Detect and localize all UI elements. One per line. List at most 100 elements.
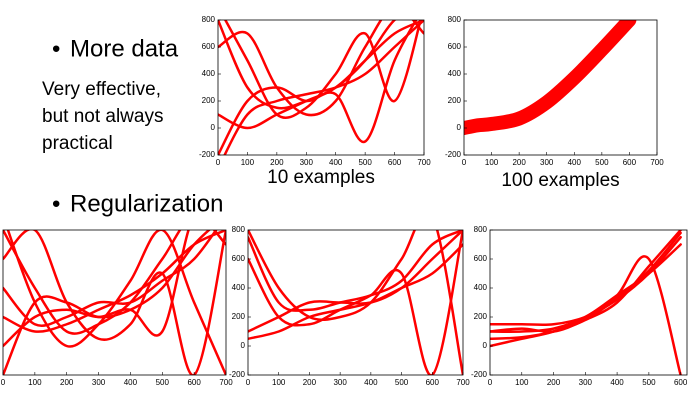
note-line: practical (42, 133, 113, 154)
plot-lines (490, 230, 682, 375)
y-tick-label: -200 (199, 150, 216, 159)
y-tick-label: 800 (202, 15, 216, 24)
plot-lines (248, 230, 463, 375)
y-tick-label: -200 (445, 150, 462, 159)
x-tick-label: 100 (241, 158, 255, 167)
x-tick-label: 200 (512, 158, 526, 167)
x-tick-label: 100 (272, 378, 286, 387)
x-tick-label: 100 (485, 158, 499, 167)
curve (248, 230, 463, 375)
x-tick-label: 400 (364, 378, 378, 387)
y-tick-label: 400 (474, 283, 488, 292)
x-tick-label: 700 (219, 378, 233, 387)
curve (6, 230, 226, 375)
x-tick-label: 500 (642, 378, 656, 387)
plot-frame (489, 229, 688, 376)
y-tick-label: -200 (229, 370, 246, 379)
x-tick-label: 400 (124, 378, 138, 387)
plot-lines (218, 20, 424, 155)
y-tick-label: 0 (457, 123, 462, 132)
x-tick-label: 0 (488, 378, 493, 387)
curve (3, 230, 218, 327)
x-tick-label: 400 (329, 158, 343, 167)
curve (223, 20, 422, 119)
x-tick-label: 0 (462, 158, 467, 167)
x-tick-label: 200 (303, 378, 317, 387)
x-tick-label: 300 (540, 158, 554, 167)
x-tick-label: 500 (395, 378, 409, 387)
x-tick-label: 0 (216, 158, 221, 167)
x-tick-label: 600 (623, 158, 637, 167)
y-tick-label: 400 (202, 69, 216, 78)
x-tick-label: 100 (515, 378, 529, 387)
x-tick-label: 600 (674, 378, 688, 387)
bullet-dot: • (52, 190, 60, 217)
caption: 100 examples (501, 170, 619, 191)
y-tick-label: 200 (474, 312, 488, 321)
curve (3, 230, 211, 375)
curve (248, 243, 463, 340)
curve (3, 230, 226, 348)
y-tick-label: 600 (474, 254, 488, 263)
caption: 10 examples (267, 167, 375, 188)
plot-frame (463, 19, 658, 156)
curve (490, 255, 682, 375)
y-tick-label: 800 (474, 225, 488, 234)
y-tick-label: 800 (232, 225, 246, 234)
y-tick-label: -200 (471, 370, 488, 379)
curve (464, 20, 637, 135)
curve (218, 20, 418, 155)
plot-frame (2, 229, 227, 376)
x-tick-label: 300 (92, 378, 106, 387)
note-line: Very effective, (42, 79, 161, 100)
y-tick-label: 400 (448, 69, 462, 78)
bullet: More data (70, 35, 179, 62)
curve (248, 230, 463, 333)
y-tick-label: 0 (241, 341, 246, 350)
x-tick-label: 600 (426, 378, 440, 387)
curve (248, 230, 463, 312)
y-tick-label: 200 (202, 96, 216, 105)
bullet: Regularization (70, 190, 223, 217)
x-tick-label: 300 (333, 378, 347, 387)
curve (490, 236, 682, 327)
x-tick-label: 0 (246, 378, 251, 387)
x-tick-label: 400 (610, 378, 624, 387)
x-tick-label: 600 (388, 158, 402, 167)
plot-lines (464, 20, 637, 135)
x-tick-label: 0 (1, 378, 6, 387)
bullet-dot: • (52, 35, 60, 62)
curve (490, 230, 682, 334)
x-tick-label: 300 (300, 158, 314, 167)
plot-lines (3, 230, 226, 375)
x-tick-label: 300 (579, 378, 593, 387)
y-tick-label: 600 (448, 42, 462, 51)
x-tick-label: 200 (60, 378, 74, 387)
x-tick-label: 400 (568, 158, 582, 167)
y-tick-label: 0 (483, 341, 488, 350)
x-tick-label: 500 (595, 158, 609, 167)
y-tick-label: 400 (232, 283, 246, 292)
curve (3, 230, 226, 375)
plot-frame (247, 229, 464, 376)
x-tick-label: 100 (28, 378, 42, 387)
y-tick-label: 800 (448, 15, 462, 24)
note-line: but not always (42, 106, 163, 127)
x-tick-label: 600 (187, 378, 201, 387)
x-tick-label: 200 (547, 378, 561, 387)
x-tick-label: 700 (456, 378, 470, 387)
x-tick-label: 200 (270, 158, 284, 167)
y-tick-label: 600 (232, 254, 246, 263)
y-tick-label: 200 (448, 96, 462, 105)
x-tick-label: 700 (417, 158, 431, 167)
y-tick-label: 0 (211, 123, 216, 132)
y-tick-label: 600 (202, 42, 216, 51)
curve (490, 231, 682, 340)
x-tick-label: 700 (650, 158, 664, 167)
curve (248, 230, 463, 375)
x-tick-label: 500 (358, 158, 372, 167)
curve (218, 20, 424, 117)
plot-frame (217, 19, 425, 156)
